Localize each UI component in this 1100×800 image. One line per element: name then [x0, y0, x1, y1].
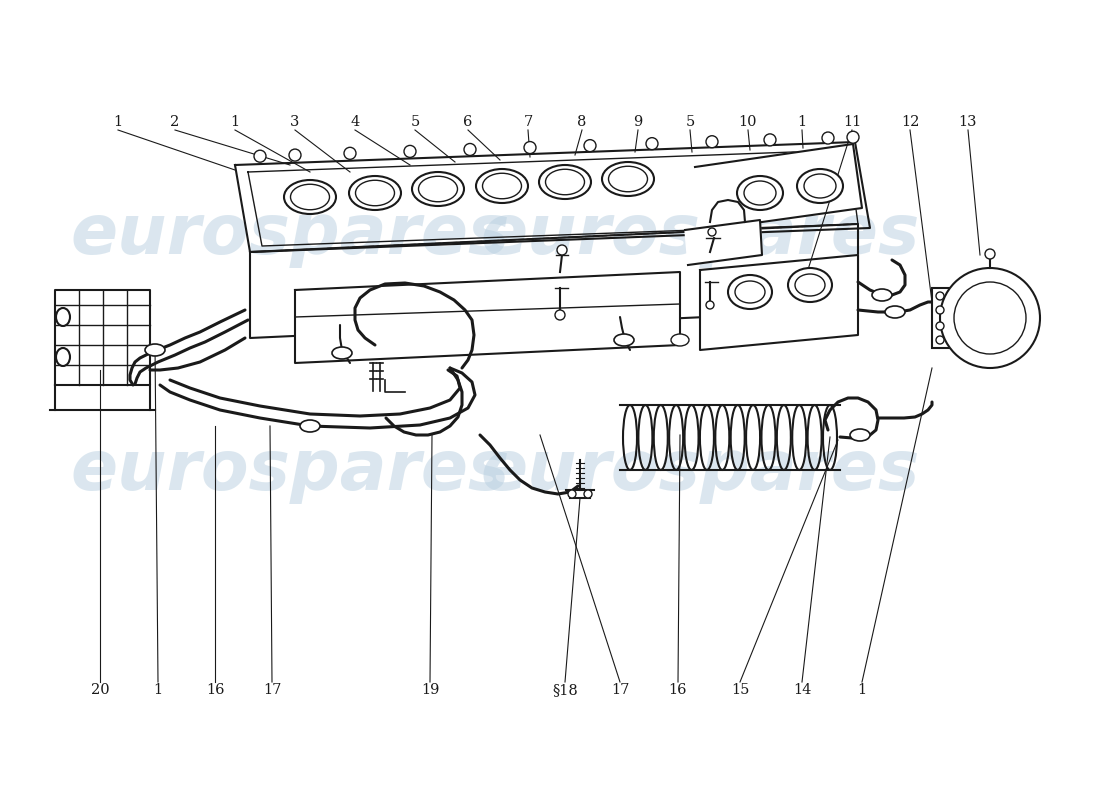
- Ellipse shape: [795, 274, 825, 296]
- Text: 1: 1: [113, 115, 122, 129]
- Ellipse shape: [539, 165, 591, 199]
- Text: 1: 1: [230, 115, 240, 129]
- Ellipse shape: [483, 174, 521, 198]
- Ellipse shape: [418, 176, 458, 202]
- Text: 14: 14: [793, 683, 811, 697]
- Ellipse shape: [476, 169, 528, 203]
- Ellipse shape: [737, 176, 783, 210]
- Ellipse shape: [349, 176, 402, 210]
- FancyBboxPatch shape: [932, 288, 962, 348]
- Text: 1: 1: [857, 683, 867, 697]
- Ellipse shape: [671, 334, 689, 346]
- Ellipse shape: [300, 420, 320, 432]
- Polygon shape: [250, 224, 858, 338]
- Polygon shape: [700, 255, 858, 350]
- Text: eurospares: eurospares: [481, 437, 920, 503]
- Text: 6: 6: [463, 115, 473, 129]
- Circle shape: [936, 292, 944, 300]
- Circle shape: [254, 150, 266, 162]
- Ellipse shape: [412, 172, 464, 206]
- Circle shape: [404, 146, 416, 158]
- Ellipse shape: [788, 268, 832, 302]
- Text: 17: 17: [610, 683, 629, 697]
- Circle shape: [568, 490, 576, 498]
- Polygon shape: [235, 142, 870, 252]
- Circle shape: [584, 140, 596, 152]
- Text: 8: 8: [578, 115, 586, 129]
- Ellipse shape: [608, 166, 648, 192]
- Text: 15: 15: [730, 683, 749, 697]
- Polygon shape: [295, 272, 680, 363]
- Ellipse shape: [614, 334, 634, 346]
- Ellipse shape: [602, 162, 654, 196]
- Text: eurospares: eurospares: [481, 202, 920, 269]
- Ellipse shape: [332, 347, 352, 359]
- Ellipse shape: [886, 306, 905, 318]
- Text: 4: 4: [351, 115, 360, 129]
- Circle shape: [954, 282, 1026, 354]
- Circle shape: [556, 310, 565, 320]
- Ellipse shape: [728, 275, 772, 309]
- Circle shape: [706, 301, 714, 309]
- Ellipse shape: [355, 180, 395, 206]
- Text: 16: 16: [669, 683, 688, 697]
- Text: 7: 7: [524, 115, 532, 129]
- Circle shape: [822, 132, 834, 144]
- Text: 11: 11: [843, 115, 861, 129]
- Text: 17: 17: [263, 683, 282, 697]
- Circle shape: [847, 131, 859, 143]
- Text: 1: 1: [798, 115, 806, 129]
- Text: §18: §18: [552, 683, 578, 697]
- Text: 19: 19: [421, 683, 439, 697]
- Ellipse shape: [850, 429, 870, 441]
- Circle shape: [557, 245, 566, 255]
- Text: 13: 13: [959, 115, 977, 129]
- Polygon shape: [695, 144, 862, 230]
- Ellipse shape: [290, 184, 330, 210]
- Ellipse shape: [284, 180, 336, 214]
- Ellipse shape: [872, 289, 892, 301]
- Text: 5: 5: [685, 115, 694, 129]
- Text: 16: 16: [206, 683, 224, 697]
- Circle shape: [936, 306, 944, 314]
- Ellipse shape: [735, 281, 764, 303]
- Text: 9: 9: [634, 115, 642, 129]
- Polygon shape: [685, 220, 762, 265]
- Circle shape: [344, 147, 356, 159]
- Circle shape: [289, 149, 301, 161]
- Circle shape: [708, 228, 716, 236]
- Text: eurospares: eurospares: [70, 202, 509, 269]
- Circle shape: [706, 136, 718, 148]
- Circle shape: [464, 143, 476, 155]
- Text: 3: 3: [290, 115, 299, 129]
- Ellipse shape: [145, 344, 165, 356]
- Text: eurospares: eurospares: [70, 437, 509, 503]
- Ellipse shape: [56, 348, 70, 366]
- Ellipse shape: [798, 169, 843, 203]
- Ellipse shape: [56, 308, 70, 326]
- Text: 10: 10: [739, 115, 757, 129]
- Circle shape: [646, 138, 658, 150]
- Text: 1: 1: [153, 683, 163, 697]
- Text: 12: 12: [901, 115, 920, 129]
- Text: 5: 5: [410, 115, 419, 129]
- Circle shape: [984, 249, 996, 259]
- Circle shape: [936, 336, 944, 344]
- Ellipse shape: [804, 174, 836, 198]
- Circle shape: [524, 142, 536, 154]
- Text: 2: 2: [170, 115, 179, 129]
- Circle shape: [584, 490, 592, 498]
- Circle shape: [764, 134, 776, 146]
- Circle shape: [940, 268, 1040, 368]
- Circle shape: [936, 322, 944, 330]
- Ellipse shape: [744, 181, 775, 205]
- Ellipse shape: [546, 170, 584, 194]
- Text: 20: 20: [90, 683, 109, 697]
